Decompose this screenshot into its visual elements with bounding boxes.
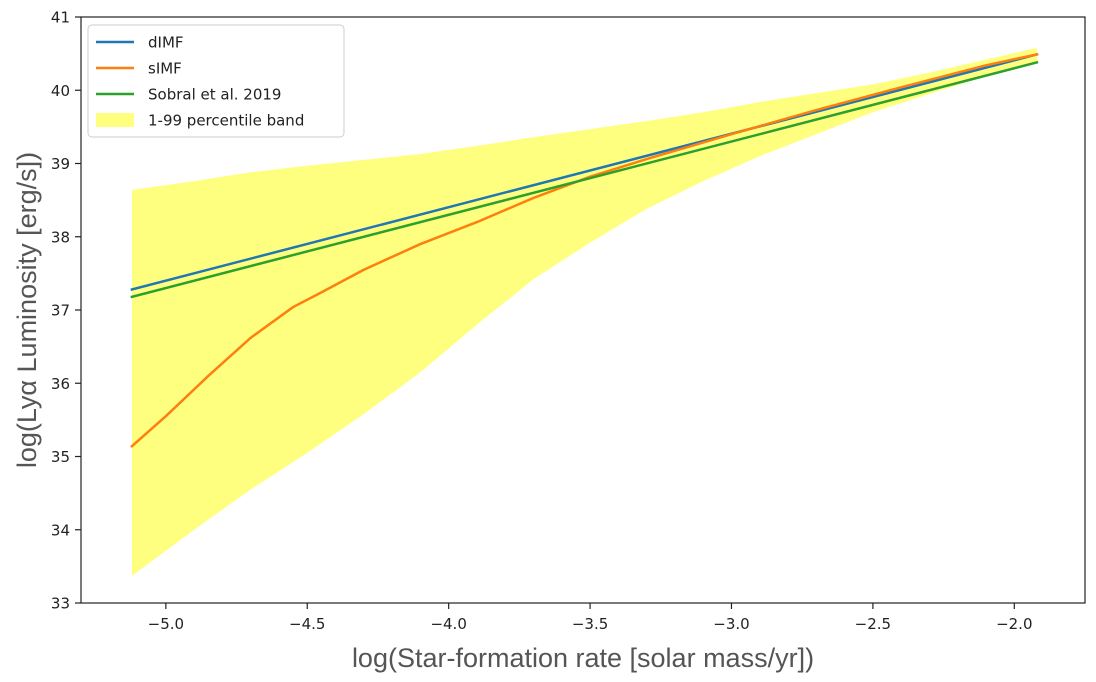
y-tick-label: 33 <box>51 595 70 613</box>
x-tick-label: −4.5 <box>289 615 325 633</box>
x-tick-label: −2.0 <box>996 615 1032 633</box>
y-axis-label: log(Lyα Luminosity [erg/s]) <box>12 152 42 468</box>
legend: dIMF sIMF Sobral et al. 2019 1-99 percentil… <box>87 24 345 138</box>
x-tick-label: −4.0 <box>430 615 466 633</box>
y-tick-label: 35 <box>51 448 70 466</box>
percentile-band-layer <box>131 47 1037 576</box>
y-tick-label: 34 <box>51 521 70 539</box>
x-tick-label: −2.5 <box>855 615 891 633</box>
x-tick-label: −3.5 <box>572 615 608 633</box>
y-axis: 33 34 35 36 37 38 39 40 41 <box>51 9 81 613</box>
series-line-sobral-et-al-2019 <box>130 60 1039 299</box>
y-tick-label: 39 <box>51 155 70 173</box>
x-axis-label: log(Star-formation rate [solar mass/yr]) <box>352 643 814 673</box>
legend-label: 1-99 percentile band <box>148 112 304 130</box>
y-tick-label: 38 <box>51 228 70 246</box>
y-tick-label: 40 <box>51 82 70 100</box>
legend-label: sIMF <box>148 60 182 78</box>
legend-swatch <box>96 113 134 127</box>
x-tick-label: −3.0 <box>713 615 749 633</box>
percentile-band <box>131 47 1037 576</box>
legend-label: Sobral et al. 2019 <box>148 86 281 104</box>
x-tick-label: −5.0 <box>148 615 184 633</box>
y-tick-label: 37 <box>51 302 70 320</box>
y-tick-label: 36 <box>51 375 70 393</box>
series-line-simf <box>130 52 1039 449</box>
legend-label: dIMF <box>148 34 184 52</box>
legend-box <box>87 24 345 138</box>
y-tick-label: 41 <box>51 9 70 27</box>
x-axis: −5.0 −4.5 −4.0 −3.5 −3.0 −2.5 −2.0 <box>148 603 1033 633</box>
series-layer <box>130 52 1039 449</box>
series-line-dimf <box>130 52 1039 292</box>
